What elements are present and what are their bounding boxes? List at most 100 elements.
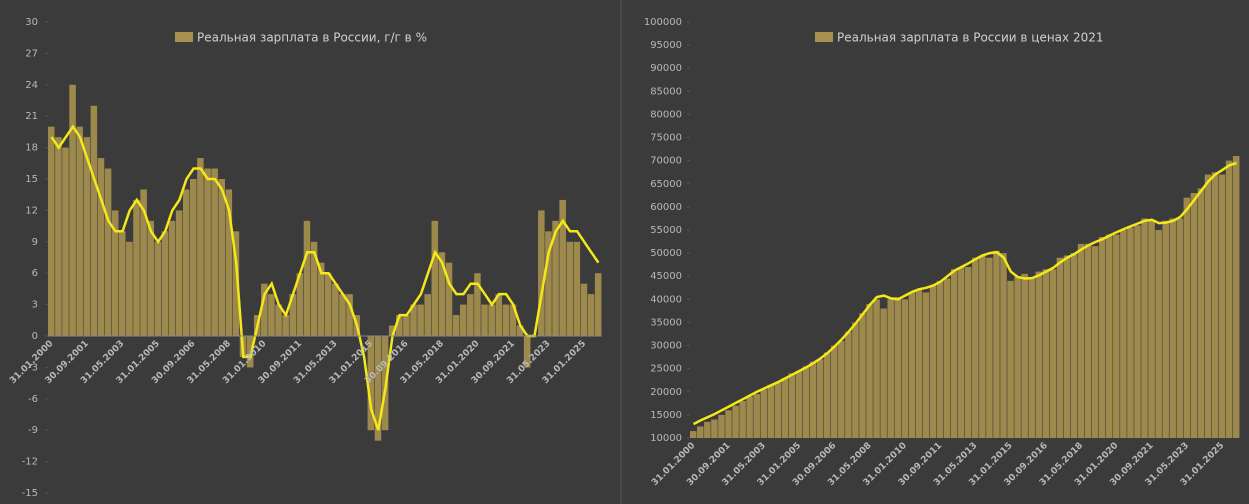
- bar: [587, 294, 595, 336]
- bar: [936, 280, 944, 438]
- y-tick-label: 50000: [650, 248, 682, 259]
- bar: [1106, 234, 1113, 438]
- bar: [972, 257, 979, 438]
- trend-line: [692, 161, 1237, 426]
- y-tick-label: 85000: [650, 86, 682, 97]
- bar: [111, 210, 119, 336]
- bar: [573, 241, 581, 336]
- bar: [55, 137, 62, 336]
- bar: [445, 262, 453, 336]
- y-tick-label: 65000: [650, 179, 682, 190]
- bar: [739, 401, 746, 438]
- bar: [697, 426, 704, 438]
- bar: [197, 158, 204, 336]
- y-tick-label: 12: [25, 205, 38, 216]
- bar: [310, 241, 318, 336]
- bar: [516, 325, 524, 336]
- bar: [133, 199, 140, 336]
- bar: [246, 336, 254, 368]
- bar: [908, 292, 916, 438]
- bar: [809, 361, 817, 438]
- bar: [1098, 236, 1106, 438]
- y-tick-label: -6: [28, 394, 38, 405]
- bar: [452, 315, 460, 336]
- bar: [367, 336, 375, 431]
- bar: [1134, 225, 1141, 438]
- bar: [767, 384, 775, 438]
- bar: [965, 266, 972, 438]
- bar: [788, 373, 796, 438]
- y-tick-label: 40000: [650, 294, 682, 305]
- legend-label: Реальная зарплата в России, г/г в %: [197, 31, 427, 45]
- bar: [410, 304, 417, 336]
- bar: [275, 304, 282, 336]
- bar: [1056, 257, 1064, 438]
- bar: [1162, 220, 1169, 438]
- bar: [594, 273, 602, 336]
- bar: [1000, 253, 1007, 438]
- bar: [69, 84, 76, 336]
- bar: [580, 283, 588, 336]
- bar: [901, 299, 909, 438]
- y-tick-label: 20000: [650, 387, 682, 398]
- bar: [218, 179, 225, 336]
- y-tick-label: 18: [25, 143, 38, 154]
- bar: [845, 331, 852, 438]
- bar: [48, 126, 55, 337]
- bar: [303, 220, 311, 336]
- bar: [1042, 269, 1050, 438]
- bar: [725, 410, 732, 438]
- bar: [1028, 278, 1035, 438]
- bar: [986, 257, 993, 438]
- bar: [417, 304, 424, 336]
- bar: [887, 299, 894, 438]
- bar: [1169, 218, 1176, 438]
- bar: [424, 294, 431, 336]
- y-tick-label: 35000: [650, 317, 682, 328]
- bar: [431, 220, 439, 336]
- bar: [538, 210, 545, 336]
- bar: [1141, 218, 1148, 438]
- bar: [438, 252, 446, 336]
- y-tick-label: 100000: [644, 17, 682, 28]
- bar: [268, 294, 275, 336]
- bar: [1155, 230, 1162, 438]
- bar: [495, 294, 502, 336]
- bar: [474, 273, 481, 336]
- y-tick-label: 21: [25, 111, 38, 122]
- bar: [261, 283, 268, 336]
- bar: [374, 336, 382, 441]
- bar: [690, 431, 697, 438]
- y-tick-label: 6: [32, 268, 38, 279]
- bar: [753, 394, 760, 438]
- bar: [76, 126, 83, 337]
- bar: [950, 269, 958, 438]
- bar: [823, 352, 831, 438]
- bar: [1232, 156, 1240, 439]
- bar: [211, 168, 218, 336]
- y-tick-label: 30: [25, 17, 38, 28]
- legend-swatch: [815, 32, 833, 42]
- y-tick-label: 95000: [650, 40, 682, 51]
- y-tick-label: 45000: [650, 271, 682, 282]
- bar: [1091, 246, 1099, 438]
- bar: [126, 241, 133, 336]
- bar: [545, 231, 552, 336]
- bar: [774, 382, 782, 438]
- trend-line: [50, 124, 600, 431]
- bar: [509, 304, 517, 336]
- bar: [1035, 271, 1042, 438]
- bar: [317, 262, 325, 336]
- bar: [459, 304, 467, 336]
- legend-label: Реальная зарплата в России в ценах 2021: [837, 31, 1104, 45]
- y-tick-label: 75000: [650, 133, 682, 144]
- bar: [866, 303, 873, 438]
- bar: [403, 315, 410, 336]
- bar: [838, 340, 845, 438]
- bar: [859, 313, 866, 438]
- bar: [332, 283, 339, 336]
- y-tick-label: 55000: [650, 225, 682, 236]
- bar: [1113, 234, 1120, 438]
- bar: [168, 220, 176, 336]
